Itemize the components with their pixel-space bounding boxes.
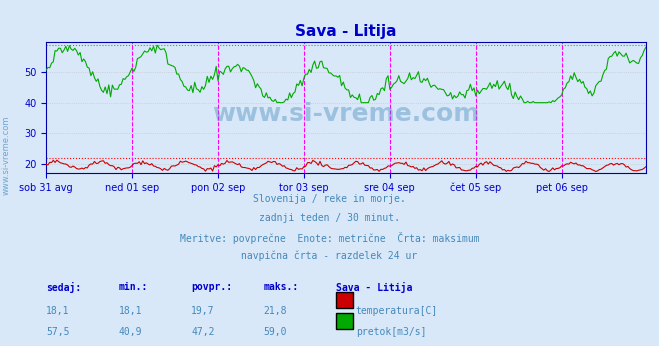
Text: 21,8: 21,8 [264, 306, 287, 316]
Text: temperatura[C]: temperatura[C] [356, 306, 438, 316]
Text: 40,9: 40,9 [119, 327, 142, 337]
Text: 18,1: 18,1 [46, 306, 70, 316]
Text: min.:: min.: [119, 282, 148, 292]
Text: 19,7: 19,7 [191, 306, 215, 316]
Text: povpr.:: povpr.: [191, 282, 232, 292]
Text: pretok[m3/s]: pretok[m3/s] [356, 327, 426, 337]
Text: navpična črta - razdelek 24 ur: navpična črta - razdelek 24 ur [241, 251, 418, 261]
Text: 59,0: 59,0 [264, 327, 287, 337]
Title: Sava - Litija: Sava - Litija [295, 24, 397, 39]
Text: zadnji teden / 30 minut.: zadnji teden / 30 minut. [259, 213, 400, 223]
Text: 57,5: 57,5 [46, 327, 70, 337]
Text: sedaj:: sedaj: [46, 282, 81, 293]
Text: Meritve: povprečne  Enote: metrične  Črta: maksimum: Meritve: povprečne Enote: metrične Črta:… [180, 232, 479, 244]
Text: 47,2: 47,2 [191, 327, 215, 337]
Text: maks.:: maks.: [264, 282, 299, 292]
Text: 18,1: 18,1 [119, 306, 142, 316]
Text: www.si-vreme.com: www.si-vreme.com [2, 116, 11, 195]
Text: Slovenija / reke in morje.: Slovenija / reke in morje. [253, 194, 406, 204]
Text: www.si-vreme.com: www.si-vreme.com [212, 102, 480, 126]
Text: Sava - Litija: Sava - Litija [336, 282, 413, 293]
